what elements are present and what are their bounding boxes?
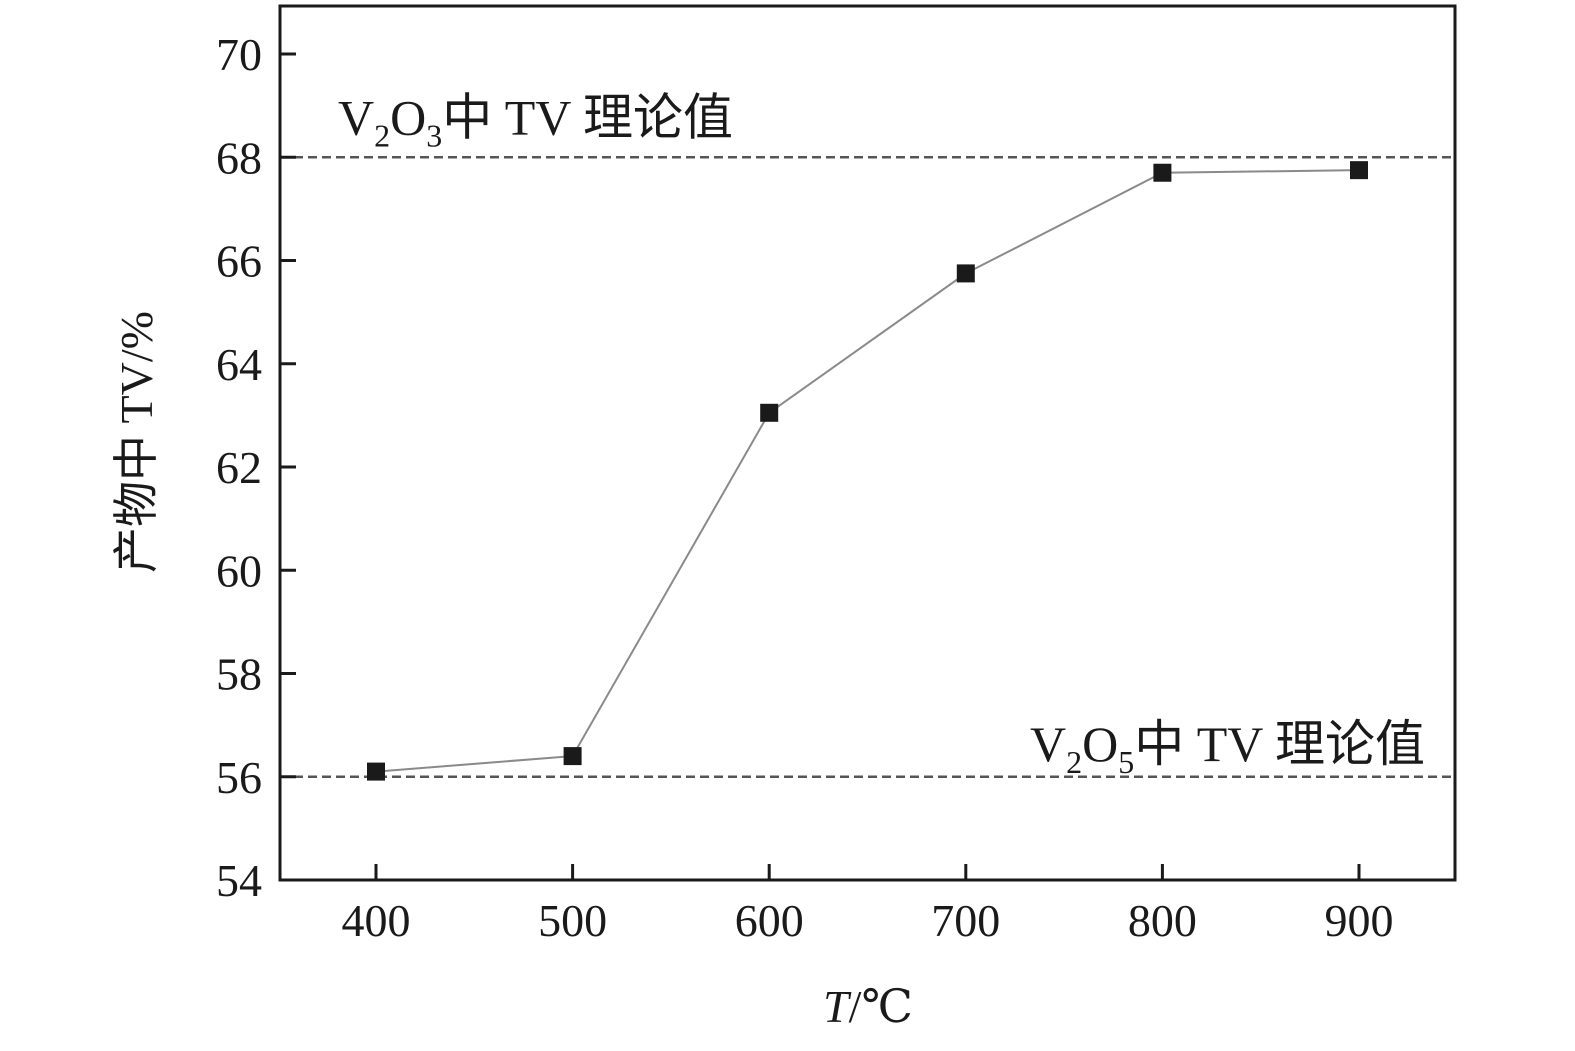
x-axis-title: T/℃ <box>823 981 913 1032</box>
y-tick-label: 66 <box>216 236 262 287</box>
data-point <box>760 403 779 422</box>
y-tick-label: 56 <box>216 752 262 803</box>
reference-label-part: V <box>338 89 374 145</box>
data-point <box>1153 163 1172 182</box>
y-tick-label: 60 <box>216 545 262 596</box>
reference-label-part: 2 <box>374 117 390 153</box>
reference-label-part: O <box>390 89 426 145</box>
x-axis-title-unit: /℃ <box>849 981 913 1032</box>
y-tick-label: 70 <box>216 29 262 80</box>
x-tick-label: 500 <box>538 895 607 946</box>
series-line <box>375 169 1360 773</box>
x-tick-label: 900 <box>1325 895 1394 946</box>
reference-label-part: O <box>1082 716 1118 772</box>
reference-label-part: 2 <box>1066 744 1082 780</box>
reference-label-part: 中 TV 理论值 <box>1134 716 1425 772</box>
data-point <box>956 264 975 283</box>
x-tick-label: 700 <box>931 895 1000 946</box>
x-axis-title-variable: T <box>823 981 852 1032</box>
reference-label: V2O3中 TV 理论值 <box>338 89 733 153</box>
y-tick-label: 68 <box>216 132 262 183</box>
data-point <box>563 747 582 766</box>
y-axis-title: 产物中 TV/% <box>111 311 162 573</box>
reference-lines <box>280 156 1455 778</box>
reference-label-part: 中 TV 理论值 <box>442 89 733 145</box>
x-axis: 400 500 600 700 800 900 <box>342 864 1394 946</box>
reference-label: V2O5中 TV 理论值 <box>1030 716 1425 780</box>
y-axis: 54 56 58 60 62 64 66 68 70 <box>216 29 296 906</box>
y-tick-label: 64 <box>216 339 262 390</box>
plot-frame <box>278 4 1457 882</box>
x-tick-label: 800 <box>1128 895 1197 946</box>
y-tick-label: 62 <box>216 442 262 493</box>
series-markers <box>367 161 1368 781</box>
reference-label-part: 3 <box>426 117 442 153</box>
x-tick-label: 400 <box>342 895 411 946</box>
y-tick-label: 58 <box>216 649 262 700</box>
reference-label-part: V <box>1030 716 1066 772</box>
data-point <box>367 762 385 781</box>
y-tick-label: 54 <box>216 855 262 906</box>
data-point <box>1350 161 1368 180</box>
x-tick-label: 600 <box>735 895 804 946</box>
reference-label-part: 5 <box>1118 744 1134 780</box>
